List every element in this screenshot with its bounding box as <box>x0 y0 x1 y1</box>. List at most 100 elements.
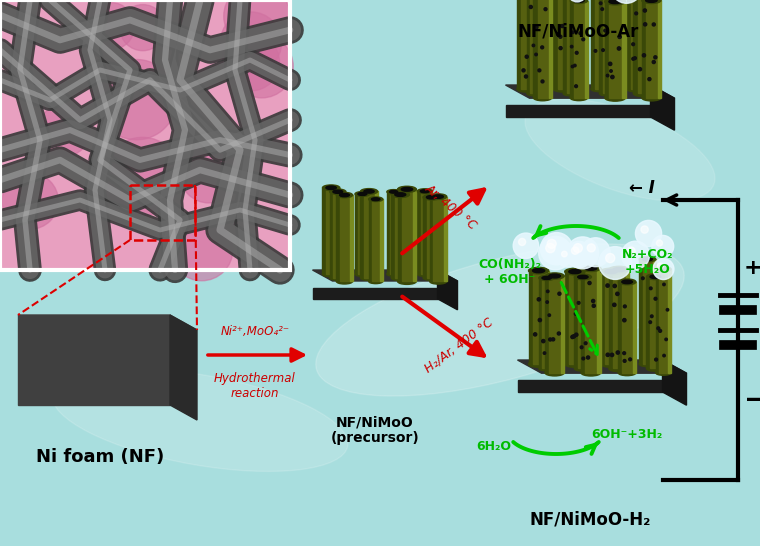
Circle shape <box>97 60 176 140</box>
Bar <box>521 0 533 89</box>
Bar <box>581 271 585 364</box>
Bar <box>552 278 554 369</box>
Polygon shape <box>505 85 675 98</box>
Circle shape <box>616 292 619 295</box>
Bar <box>565 271 569 364</box>
Circle shape <box>2 173 59 229</box>
Circle shape <box>613 284 616 288</box>
Circle shape <box>599 247 632 280</box>
Circle shape <box>539 236 572 270</box>
Bar <box>625 270 629 369</box>
Bar <box>604 0 607 89</box>
Bar <box>575 277 578 369</box>
Circle shape <box>566 241 592 268</box>
Bar <box>627 0 631 89</box>
Bar <box>417 191 421 274</box>
Circle shape <box>529 5 532 9</box>
Bar <box>618 271 622 364</box>
Bar <box>638 0 650 93</box>
Ellipse shape <box>390 191 397 193</box>
Bar <box>350 195 353 281</box>
Ellipse shape <box>517 86 537 92</box>
Bar <box>643 259 653 364</box>
Bar <box>576 0 578 93</box>
Circle shape <box>623 359 626 363</box>
Ellipse shape <box>316 244 684 396</box>
Polygon shape <box>18 315 197 330</box>
Circle shape <box>542 340 545 343</box>
Bar <box>533 0 537 89</box>
Circle shape <box>654 358 657 361</box>
Bar <box>530 0 540 93</box>
Circle shape <box>602 49 604 51</box>
Circle shape <box>547 239 556 248</box>
Bar <box>336 195 340 281</box>
Text: Hydrothermal
reaction: Hydrothermal reaction <box>214 372 296 400</box>
Bar <box>591 0 594 89</box>
Bar <box>372 199 380 281</box>
Circle shape <box>617 47 621 50</box>
Ellipse shape <box>605 0 625 5</box>
Bar <box>437 197 440 278</box>
Ellipse shape <box>539 366 554 371</box>
Ellipse shape <box>322 185 340 191</box>
Bar <box>574 1 584 98</box>
Circle shape <box>654 56 657 59</box>
Bar <box>423 197 427 278</box>
Circle shape <box>546 244 555 253</box>
Circle shape <box>540 233 572 265</box>
Bar <box>398 192 401 274</box>
Ellipse shape <box>333 190 343 193</box>
Circle shape <box>659 329 661 333</box>
Bar <box>0 0 290 270</box>
Bar <box>570 1 574 98</box>
Ellipse shape <box>609 266 629 273</box>
Circle shape <box>606 353 610 357</box>
Circle shape <box>538 318 541 322</box>
Bar <box>641 0 644 89</box>
Polygon shape <box>505 105 651 117</box>
Circle shape <box>610 70 613 72</box>
Ellipse shape <box>322 271 340 277</box>
Bar <box>639 259 643 364</box>
Circle shape <box>609 62 612 66</box>
Ellipse shape <box>647 274 664 280</box>
Circle shape <box>518 239 526 246</box>
Polygon shape <box>312 288 438 299</box>
Circle shape <box>536 26 538 28</box>
Polygon shape <box>663 360 686 405</box>
Bar <box>402 189 413 281</box>
Bar <box>613 270 625 369</box>
Circle shape <box>632 43 635 46</box>
Circle shape <box>592 304 595 307</box>
Text: NF/NiMoO
(precursor): NF/NiMoO (precursor) <box>331 415 420 445</box>
Circle shape <box>584 342 587 345</box>
Ellipse shape <box>528 268 549 274</box>
Circle shape <box>567 237 599 269</box>
Ellipse shape <box>639 361 656 367</box>
Text: Ni²⁺,MoO₄²⁻: Ni²⁺,MoO₄²⁻ <box>220 325 290 338</box>
Ellipse shape <box>394 193 406 197</box>
Circle shape <box>559 46 562 50</box>
Ellipse shape <box>397 186 416 192</box>
Text: CO(NH₂)₂
+ 6OH⁻: CO(NH₂)₂ + 6OH⁻ <box>479 258 541 286</box>
Bar <box>656 269 659 373</box>
Bar <box>633 282 636 373</box>
Bar <box>444 197 447 281</box>
Bar <box>619 282 622 373</box>
Circle shape <box>223 0 290 49</box>
Ellipse shape <box>417 271 432 276</box>
Text: Ni foam (NF): Ni foam (NF) <box>36 448 164 466</box>
Bar <box>563 0 567 93</box>
Bar <box>558 0 569 89</box>
Circle shape <box>572 247 579 254</box>
Circle shape <box>580 346 583 349</box>
Circle shape <box>532 44 535 47</box>
Bar <box>561 276 564 373</box>
Circle shape <box>653 259 674 280</box>
Ellipse shape <box>609 0 622 4</box>
Bar <box>585 268 597 373</box>
Polygon shape <box>518 380 663 392</box>
Bar <box>517 0 521 89</box>
Bar <box>581 268 585 373</box>
